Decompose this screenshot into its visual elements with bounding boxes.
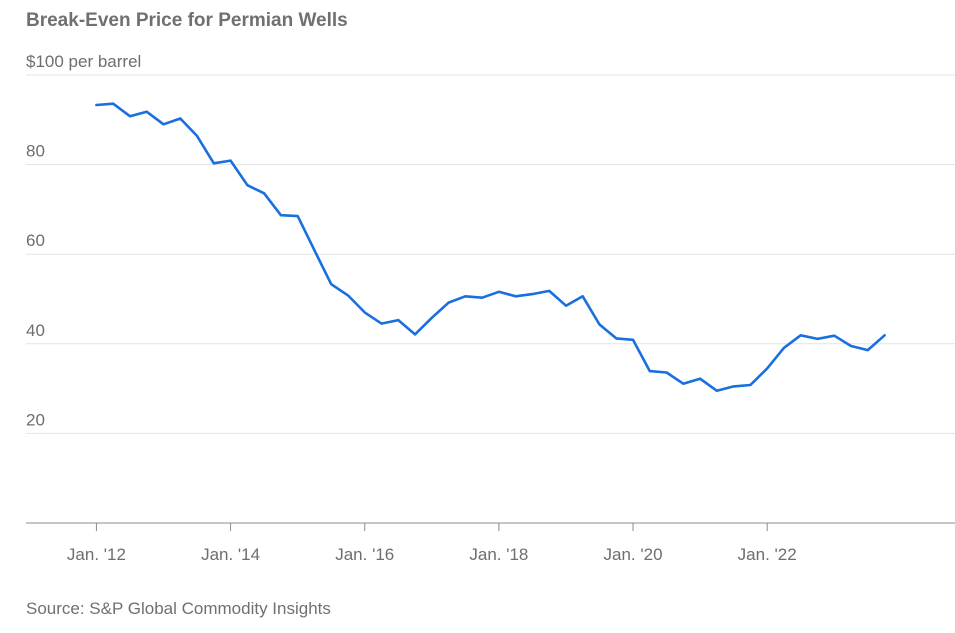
y-tick-label-80: 80: [26, 142, 45, 161]
y-tick-labels: $100 per barrel 80 60 40 20: [26, 52, 141, 429]
x-tick-labels: Jan. '12 Jan. '14 Jan. '16 Jan. '18 Jan. '20…: [67, 523, 797, 564]
y-tick-label-60: 60: [26, 231, 45, 250]
series-line-0: [95, 102, 886, 393]
chart-title: Break-Even Price for Permian Wells: [26, 10, 348, 31]
y-tick-label-20: 20: [26, 410, 45, 429]
y-tick-label-40: 40: [26, 321, 45, 340]
x-tick-label-2022: Jan. '22: [738, 545, 797, 564]
x-tick-label-2020: Jan. '20: [604, 545, 663, 564]
x-tick-label-2018: Jan. '18: [469, 545, 528, 564]
x-tick-label-2016: Jan. '16: [335, 545, 394, 564]
y-tick-label-100: $100 per barrel: [26, 52, 141, 71]
x-tick-label-2012: Jan. '12: [67, 545, 126, 564]
source-note: Source: S&P Global Commodity Insights: [26, 599, 331, 618]
x-tick-label-2014: Jan. '14: [201, 545, 260, 564]
series-lines: [95, 102, 886, 393]
grid-lines: [26, 74, 955, 434]
